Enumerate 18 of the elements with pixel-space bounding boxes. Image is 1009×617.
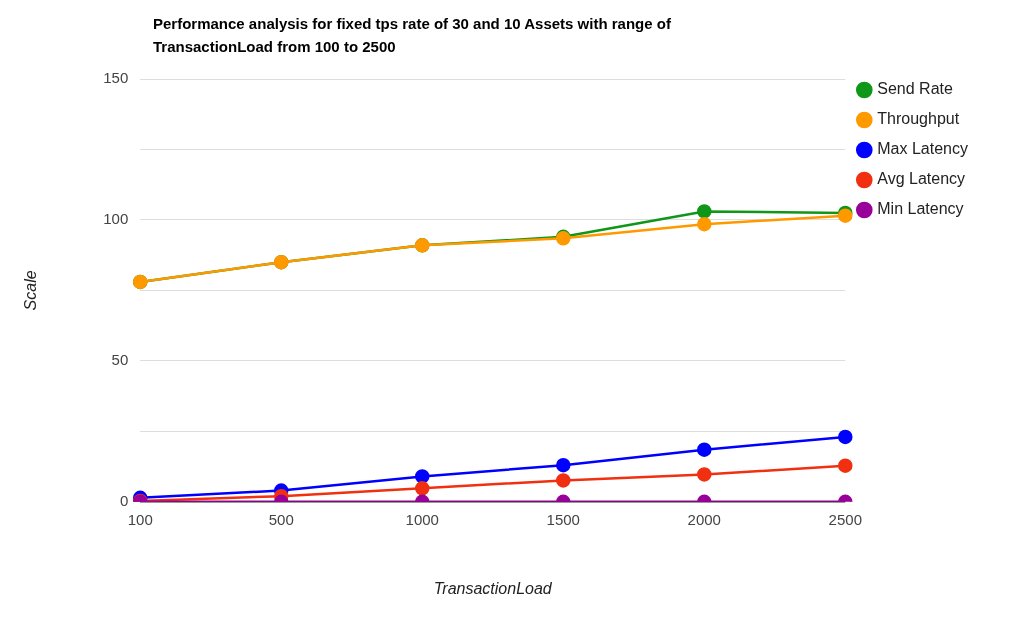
y-axis-title: Scale [22,270,40,311]
legend-label: Min Latency [877,200,964,218]
x-axis-title: TransactionLoad [433,579,553,597]
x-tick-label: 100 [127,510,153,528]
y-tick-label: 100 [103,210,129,228]
legend-label: Throughput [877,110,960,128]
x-tick-label: 500 [268,510,294,528]
legend-label: Max Latency [877,140,969,158]
x-tick-label: 2000 [687,510,721,528]
legend-label: Send Rate [877,80,953,98]
chart-title: Performance analysis for fixed tps rate of 30 and 10 Assets with range of TransactionLoad from 100 to 2500 [153,14,672,57]
legend-label: Avg Latency [877,170,966,188]
y-tick-label: 150 [103,69,129,87]
x-tick-label: 1000 [405,510,439,528]
x-tick-label: 2500 [828,510,862,528]
y-tick-label: 0 [119,491,129,509]
x-tick-label: 1500 [546,510,580,528]
y-tick-label: 50 [111,351,129,369]
